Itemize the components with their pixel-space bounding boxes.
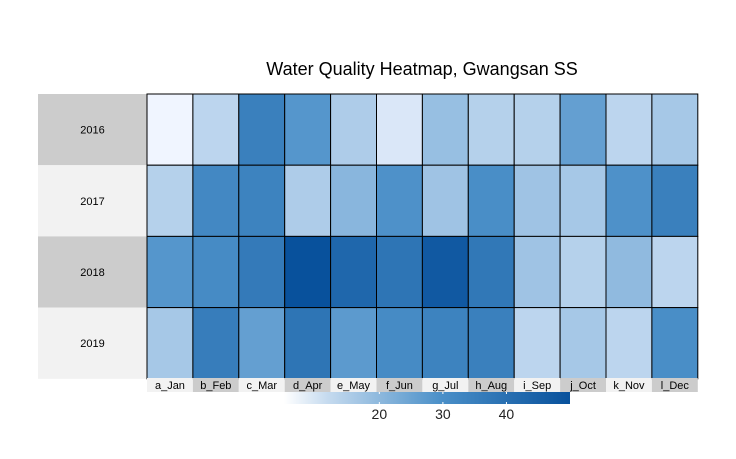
heatmap-cell-2016-e_May [330, 93, 378, 166]
heatmap-cell-2018-d_Apr [284, 235, 332, 309]
heatmap-cell-2017-b_Feb [192, 164, 240, 237]
column-label-a_Jan: a_Jan [155, 380, 185, 392]
heatmap-cell-2017-e_May [330, 164, 378, 237]
column-label-f_Jun: f_Jun [386, 380, 413, 392]
column-strip-c_Mar [238, 378, 285, 392]
heatmap-cell-2018-f_Jun [376, 235, 423, 309]
colorbar-ticks: 20 30 40 [372, 392, 515, 422]
column-label-g_Jul: g_Jul [432, 380, 458, 392]
column-label-h_Aug: h_Aug [475, 380, 507, 392]
heatmap-cell-2019-d_Apr [284, 307, 332, 380]
column-label-c_Mar: c_Mar [246, 380, 277, 392]
column-strip-k_Nov [606, 378, 652, 392]
row-strip-2019 [38, 307, 147, 379]
heatmap-cell-2016-d_Apr [284, 93, 332, 166]
heatmap-cell-2016-f_Jun [376, 93, 423, 166]
column-strip-e_May [330, 378, 377, 392]
heatmap-cell-2019-l_Dec [651, 307, 699, 380]
heatmap-cell-2019-a_Jan [146, 307, 194, 380]
column-strips: a_Jan b_Feb c_Mar d_Apr e_May f_Jun g_Jul h_Aug… [147, 378, 698, 392]
row-strip-2017 [38, 165, 147, 237]
heatmap-cell-2017-f_Jun [376, 164, 423, 237]
column-strip-f_Jun [376, 378, 423, 392]
heatmap-cell-2017-i_Sep [513, 164, 561, 237]
column-strip-h_Aug [468, 378, 515, 392]
heatmap-cell-2016-b_Feb [192, 93, 240, 166]
heatmap-cell-2017-k_Nov [605, 164, 653, 237]
heatmap-cell-2016-l_Dec [651, 93, 699, 166]
column-strip-a_Jan [147, 378, 193, 392]
colorbar-tick-label: 40 [499, 406, 515, 422]
row-strip-2018 [38, 236, 147, 308]
heatmap-cell-2018-c_Mar [238, 235, 286, 309]
column-strip-l_Dec [651, 378, 698, 392]
column-strip-i_Sep [514, 378, 561, 392]
heatmap-cell-2016-a_Jan [146, 93, 194, 166]
column-label-b_Feb: b_Feb [200, 380, 231, 392]
row-label-2018: 2018 [80, 267, 104, 279]
heatmap-cell-2018-k_Nov [605, 235, 653, 309]
column-strip-g_Jul [422, 378, 469, 392]
colorbar-tick-label: 20 [372, 406, 388, 422]
heatmap-cell-2019-k_Nov [605, 307, 653, 380]
heatmap-cell-2019-f_Jun [376, 307, 423, 380]
heatmap-cell-2018-l_Dec [651, 235, 699, 309]
row-strips: 2016 2017 2018 2019 [38, 94, 147, 379]
column-strip-d_Apr [284, 378, 331, 392]
column-strip-j_Oct [560, 378, 606, 392]
row-strip-2016 [38, 94, 147, 166]
column-label-k_Nov: k_Nov [613, 380, 645, 392]
colorbar [284, 392, 570, 404]
heatmap-cell-2019-e_May [330, 307, 378, 380]
heatmap-cell-2019-b_Feb [192, 307, 240, 380]
row-label-2016: 2016 [80, 125, 104, 137]
heatmap-cell-2017-d_Apr [284, 164, 332, 237]
heatmap-cell-2018-b_Feb [192, 235, 240, 309]
heatmap-cell-2016-i_Sep [513, 93, 561, 166]
heatmap-cell-2017-a_Jan [146, 164, 194, 237]
heatmap-cell-2018-h_Aug [467, 235, 515, 309]
heatmap-cell-2017-h_Aug [467, 164, 515, 237]
heatmap-cell-2018-j_Oct [559, 235, 607, 309]
heatmap-cell-2019-j_Oct [559, 307, 607, 380]
row-label-2017: 2017 [80, 196, 104, 208]
heatmap-cell-2018-g_Jul [421, 235, 469, 309]
heatmap-cell-2017-l_Dec [651, 164, 699, 237]
column-label-j_Oct: j_Oct [569, 380, 596, 392]
column-strip-b_Feb [192, 378, 239, 392]
chart-title: Water Quality Heatmap, Gwangsan SS [266, 59, 577, 79]
heatmap-cell-2019-i_Sep [513, 307, 561, 380]
heatmap-cell-2019-g_Jul [421, 307, 469, 380]
heatmap-cell-2019-c_Mar [238, 307, 286, 380]
column-label-d_Apr: d_Apr [293, 380, 323, 392]
heatmap-cell-2017-g_Jul [421, 164, 469, 237]
column-label-e_May: e_May [337, 380, 371, 392]
heatmap-cells [146, 93, 699, 380]
heatmap-cell-2018-a_Jan [146, 235, 194, 309]
colorbar-tick-label: 30 [435, 406, 451, 422]
heatmap-cell-2016-h_Aug [467, 93, 515, 166]
heatmap-cell-2016-c_Mar [238, 93, 286, 166]
row-label-2019: 2019 [80, 338, 104, 350]
heatmap-cell-2018-i_Sep [513, 235, 561, 309]
heatmap-cell-2018-e_May [330, 235, 378, 309]
heatmap-cell-2016-j_Oct [559, 93, 607, 166]
heatmap-cell-2017-c_Mar [238, 164, 286, 237]
column-label-l_Dec: l_Dec [661, 380, 690, 392]
heatmap-cell-2017-j_Oct [559, 164, 607, 237]
heatmap-cell-2016-k_Nov [605, 93, 653, 166]
heatmap-cell-2019-h_Aug [467, 307, 515, 380]
heatmap-cell-2016-g_Jul [421, 93, 469, 166]
column-label-i_Sep: i_Sep [523, 380, 551, 392]
